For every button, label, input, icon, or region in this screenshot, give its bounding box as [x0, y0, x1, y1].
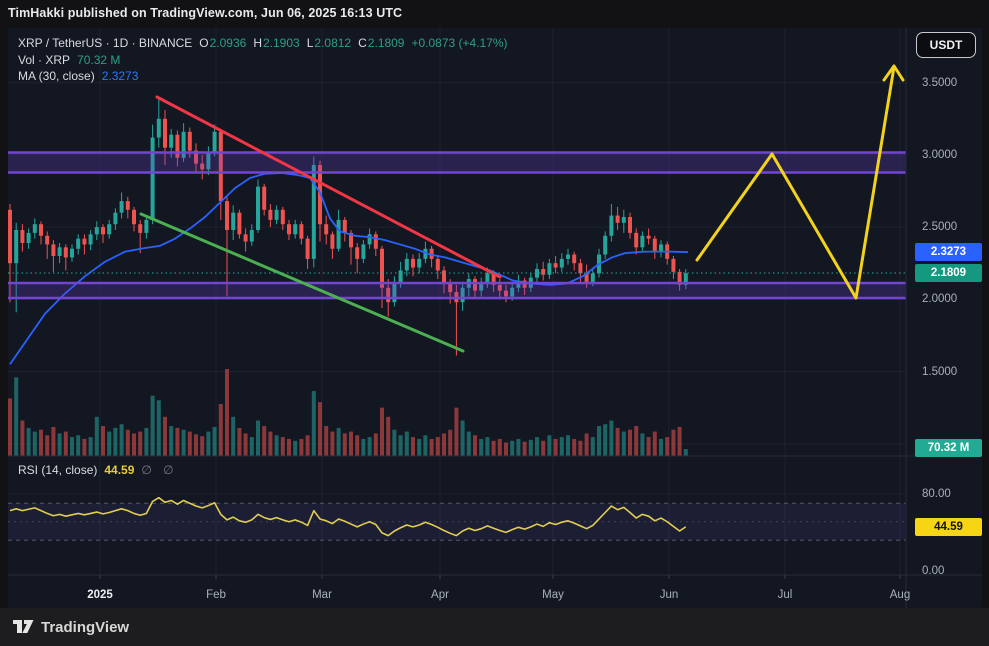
time-axis-label: Mar: [312, 589, 332, 601]
price-axis-label: 1.5000: [922, 366, 958, 378]
ma-label: MA (30, close): [18, 69, 95, 83]
green-trendline: [139, 212, 465, 353]
price-axis-label: 3.0000: [922, 149, 958, 161]
price-axis-label: 2.5000: [922, 221, 958, 233]
last-price-badge: 2.1809: [915, 264, 982, 282]
tradingview-brand[interactable]: TradingView: [13, 619, 129, 636]
yellow-forecast-path: [695, 65, 896, 300]
price-axis-label: 2.0000: [922, 293, 958, 305]
time-axis-label: Jun: [659, 589, 679, 601]
symbol-title: XRP / TetherUS · 1D · BINANCE: [18, 36, 193, 50]
published-header: TimHakki published on TradingView.com, J…: [8, 6, 403, 20]
time-axis-label: Aug: [889, 589, 911, 601]
ohlc-open: O 2.0936: [199, 36, 247, 50]
price-axis-label: 3.5000: [922, 77, 958, 89]
rsi-label: RSI (14, close): [18, 463, 98, 477]
currency-toggle-button[interactable]: USDT: [916, 32, 976, 58]
price-axis-label: 80.00: [922, 488, 951, 500]
ma-legend[interactable]: MA (30, close) 2.3273: [18, 69, 138, 83]
rsi-badge: 44.59: [915, 518, 982, 536]
time-axis-label: 2025: [87, 589, 113, 601]
volume-legend[interactable]: Vol · XRP 70.32 M: [18, 53, 120, 67]
candles-layer: [8, 97, 688, 356]
support-zone: [8, 283, 906, 298]
rsi-line: [9, 496, 687, 537]
volume-value: 70.32 M: [77, 53, 121, 67]
resistance-zone: [8, 152, 906, 173]
volume-badge: 70.32 M: [915, 439, 982, 457]
tradingview-brand-text: TradingView: [41, 619, 130, 636]
ohlc-high: H 2.1903: [253, 36, 300, 50]
rsi-legend[interactable]: RSI (14, close) 44.59 ∅ ∅: [18, 463, 178, 477]
rsi-value: 44.59: [104, 463, 135, 477]
change-value: +0.0873 (+4.17%): [411, 36, 508, 50]
volume-layer: [8, 369, 688, 456]
red-trendline: [155, 95, 502, 279]
ma-value: 2.3273: [101, 69, 139, 83]
time-axis-label: Apr: [431, 589, 449, 601]
ohlc-low: L 2.0812: [306, 36, 352, 50]
time-axis-label: Jul: [777, 589, 793, 601]
yellow-forecast-arrowhead: [882, 64, 905, 82]
ma-value-badge: 2.3273: [915, 243, 982, 261]
price-axis-label: 0.00: [922, 565, 945, 577]
time-axis-label: May: [542, 589, 564, 601]
time-axis-label: Feb: [206, 589, 226, 601]
rsi-band: [8, 503, 906, 541]
volume-label: Vol · XRP: [18, 53, 71, 67]
rsi-hidden-values-icon: ∅ ∅: [141, 463, 178, 477]
ohlc-close: C 2.1809: [358, 36, 405, 50]
chart-widget: [8, 28, 982, 608]
tradingview-logo-icon: [13, 620, 34, 633]
footer-bar: TradingView: [0, 608, 989, 646]
